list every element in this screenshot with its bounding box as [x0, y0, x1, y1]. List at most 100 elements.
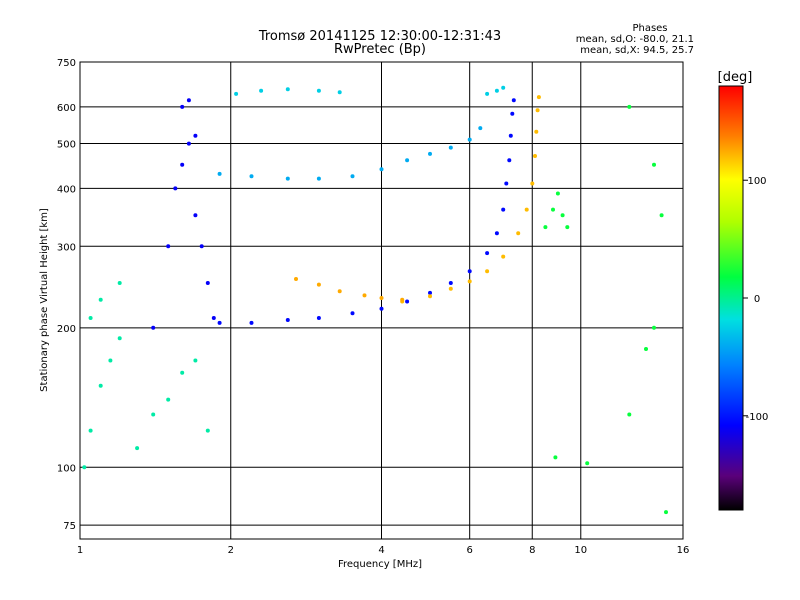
data-point: [217, 171, 222, 176]
x-tick-label: 1: [77, 545, 83, 556]
data-point: [151, 325, 156, 330]
x-tick-label: 16: [677, 545, 690, 556]
data-point: [135, 446, 140, 451]
data-point: [501, 85, 506, 90]
data-point: [98, 297, 103, 302]
data-point: [533, 154, 537, 158]
data-point: [259, 88, 264, 93]
data-point: [350, 311, 355, 316]
data-point: [350, 174, 355, 179]
data-point: [511, 98, 516, 103]
data-point: [316, 316, 321, 320]
data-point: [428, 151, 432, 156]
data-point: [555, 191, 560, 196]
data-point: [166, 397, 171, 402]
y-tick-label: 500: [57, 140, 76, 151]
colorbar-tick-label: 0: [754, 294, 760, 305]
x-tick-labels: 1 2 4 6 8 10 16: [77, 545, 690, 556]
data-point: [117, 281, 122, 285]
grid-vertical-lines: [230, 62, 582, 539]
data-point: [494, 231, 499, 236]
data-point: [448, 145, 453, 150]
data-point: [485, 251, 490, 256]
y-tick-label: 300: [57, 242, 76, 253]
x-tick-label: 6: [466, 545, 472, 556]
x-tick-label: 4: [378, 545, 384, 556]
data-point: [285, 318, 290, 322]
data-point: [448, 281, 453, 285]
data-point: [294, 277, 298, 281]
data-point: [180, 104, 185, 109]
data-point: [249, 174, 254, 179]
y-axis-label: Stationary phase Virtual Height [km]: [39, 208, 50, 392]
data-point: [379, 167, 384, 172]
x-tick-label: 2: [228, 545, 234, 556]
data-point: [249, 320, 254, 325]
data-point: [507, 158, 512, 163]
data-point: [186, 141, 191, 146]
data-point: [205, 281, 210, 285]
data-point: [543, 225, 548, 230]
data-point: [467, 137, 472, 142]
data-point: [508, 133, 513, 138]
data-point: [551, 207, 555, 212]
data-point: [627, 104, 632, 109]
data-point: [316, 88, 321, 93]
chart-subtitle: RwPretec (Bp): [334, 42, 426, 57]
data-point: [448, 286, 453, 291]
phase-stats-x: mean, sd,X: 94.5, 25.7: [580, 45, 694, 56]
data-point: [193, 213, 198, 218]
y-tick-label: 750: [57, 58, 76, 69]
data-point: [467, 279, 472, 284]
y-tick-label: 400: [57, 184, 76, 195]
data-point: [553, 455, 558, 460]
x-tick-label: 10: [574, 545, 587, 556]
data-point: [211, 316, 216, 320]
data-point: [652, 162, 656, 167]
data-point: [510, 111, 515, 116]
data-point: [530, 181, 535, 186]
data-point: [536, 95, 541, 100]
data-point: [405, 158, 410, 163]
data-point: [285, 87, 290, 92]
y-tick-label: 600: [57, 103, 76, 114]
data-point: [428, 294, 432, 299]
data-point: [524, 207, 529, 212]
data-point: [627, 412, 632, 417]
data-point: [180, 370, 185, 375]
data-point: [585, 461, 590, 466]
data-point: [504, 181, 509, 186]
colorbar-tick-label: -100: [746, 412, 769, 423]
data-point: [565, 225, 570, 230]
data-point: [151, 412, 156, 417]
data-point: [501, 254, 506, 259]
data-point: [285, 176, 290, 181]
data-point: [379, 306, 384, 311]
colorbar-label: [deg]: [718, 70, 753, 85]
data-point: [659, 213, 664, 218]
data-point: [400, 297, 405, 302]
data-point: [664, 510, 668, 515]
data-point: [108, 358, 113, 363]
colorbar-tick-label: 100: [747, 176, 766, 187]
data-point: [337, 90, 342, 95]
phase-stats-o: mean, sd,O: -80.0, 21.1: [576, 34, 694, 45]
data-point: [467, 269, 472, 274]
data-points: [82, 85, 668, 515]
y-tick-label: 200: [57, 324, 76, 335]
data-point: [180, 162, 185, 167]
data-point: [82, 465, 87, 470]
chart-title: Tromsø 20141125 12:30:00-12:31:43: [258, 29, 501, 44]
data-point: [485, 269, 490, 274]
data-point: [193, 133, 198, 138]
data-point: [98, 383, 103, 388]
colorbar-ticks: 100 0 -100: [743, 176, 768, 423]
data-point: [173, 186, 178, 191]
data-point: [379, 296, 384, 300]
x-axis-label: Frequency [MHz]: [338, 559, 422, 570]
data-point: [117, 336, 122, 341]
data-point: [478, 126, 483, 131]
data-point: [316, 176, 321, 181]
data-point: [501, 207, 506, 212]
